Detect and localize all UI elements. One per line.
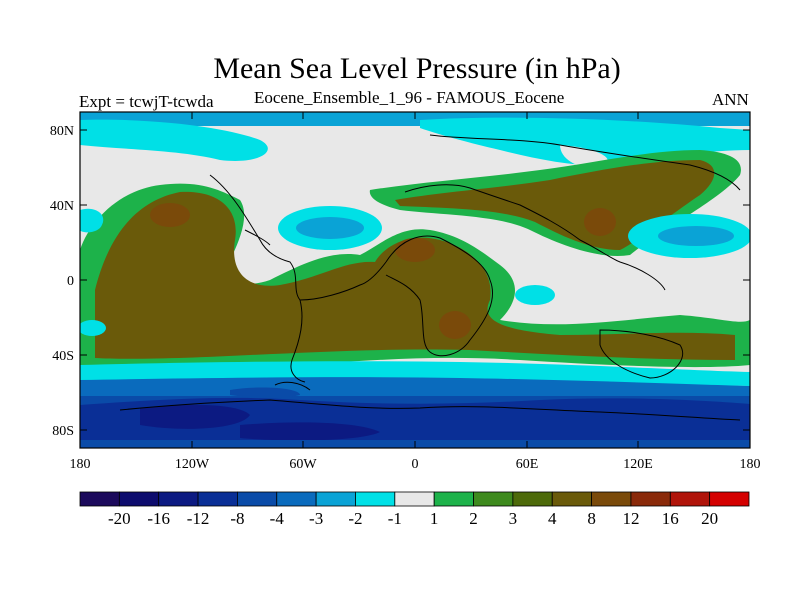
colorbar-box (315, 491, 356, 507)
lon-label: 180 (70, 457, 91, 472)
colorbar-box (158, 491, 199, 507)
colorbar-label: -4 (270, 509, 285, 528)
colorbar-box (237, 491, 278, 507)
colorbar-label: 1 (430, 509, 439, 528)
colorbar-box (118, 491, 160, 507)
colorbar-box (79, 491, 120, 507)
colorbar-label: -8 (230, 509, 244, 528)
colorbar-label: 4 (548, 509, 557, 528)
lon-label: 120W (175, 457, 210, 472)
colorbar-box (355, 491, 396, 507)
lon-label: 180 (740, 457, 761, 472)
lon-label: 120E (623, 457, 653, 472)
lon-label: 60W (289, 457, 317, 472)
experiment-label: Expt = tcwjT-tcwda (79, 92, 214, 111)
colorbar-labels: -20 -16 -12 -8 -4 -3 -2 -1 1 2 3 4 8 12 16 20 (108, 509, 718, 528)
colorbar-label: -1 (388, 509, 402, 528)
lat-label: 40N (50, 199, 74, 214)
colorbar-label: -16 (147, 509, 170, 528)
colorbar-label: -2 (348, 509, 362, 528)
colorbar-label: -12 (187, 509, 210, 528)
colorbar-box (197, 491, 238, 507)
colorbar-box (473, 491, 514, 507)
colorbar-label: 16 (662, 509, 679, 528)
colorbar-label: -3 (309, 509, 323, 528)
lat-label: 80N (50, 124, 74, 139)
colorbar-box (709, 491, 750, 507)
colorbar-box (591, 491, 632, 507)
colorbar-label: 12 (622, 509, 639, 528)
colorbar-box (630, 491, 671, 507)
colorbar-label: 8 (587, 509, 596, 528)
colorbar-box (669, 491, 711, 507)
season-label: ANN (712, 90, 749, 109)
colorbar-box (276, 491, 317, 507)
colorbar-label: 2 (469, 509, 478, 528)
axis-labels: 80N 40N 0 40S 80S 180 120W 60W 0 60E 120… (50, 124, 761, 472)
colorbar-label: -20 (108, 509, 131, 528)
colorbar-box (433, 491, 474, 507)
colorbar-label: 3 (509, 509, 518, 528)
lat-label: 40S (52, 349, 74, 364)
lon-label: 0 (412, 457, 419, 472)
colorbar-box (394, 491, 435, 507)
lat-label: 80S (52, 424, 74, 439)
colorbar-box (512, 491, 553, 507)
map-title: Mean Sea Level Pressure (in hPa) (213, 52, 621, 85)
lat-label: 0 (67, 274, 74, 289)
ensemble-label: Eocene_Ensemble_1_96 - FAMOUS_Eocene (254, 88, 565, 107)
lon-label: 60E (516, 457, 539, 472)
colorbar-boxes (79, 491, 750, 507)
colorbar-label: 20 (701, 509, 718, 528)
colorbar-box (551, 491, 592, 507)
coastlines (119, 134, 741, 421)
lat-ticks (80, 112, 750, 448)
